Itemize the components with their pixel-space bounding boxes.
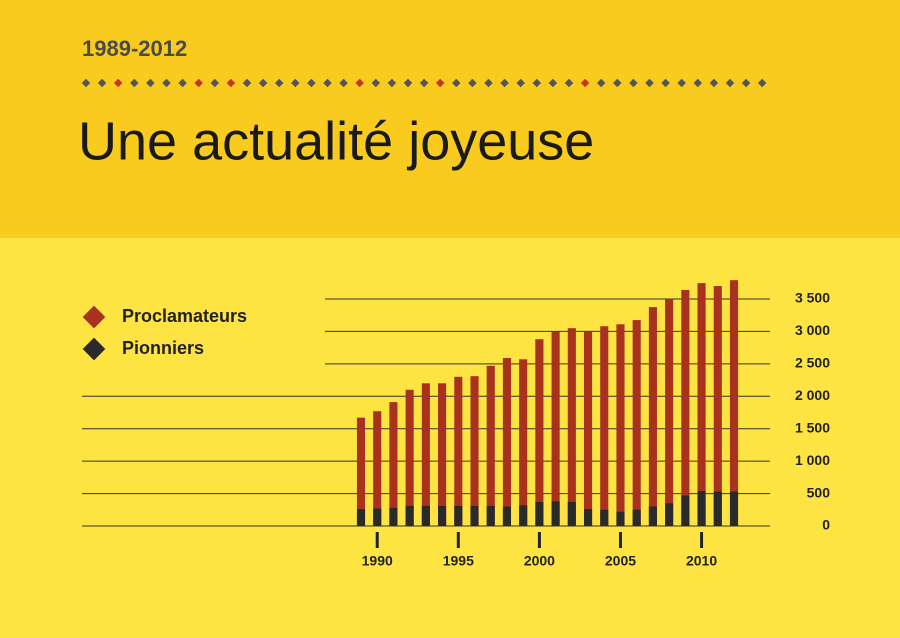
bar [681, 495, 690, 526]
diamond [435, 78, 445, 88]
bar [502, 358, 512, 526]
x-tick-label: 2005 [605, 553, 636, 569]
header-band [0, 0, 900, 238]
x-tick-label: 1990 [362, 553, 393, 569]
y-tick-label: 2 000 [795, 387, 830, 403]
legend-swatch [82, 305, 106, 329]
diamond [307, 78, 316, 88]
bar [729, 280, 739, 526]
diamond [339, 78, 348, 88]
diamond [81, 78, 91, 88]
bar [438, 505, 447, 526]
bar [373, 508, 382, 526]
bar [583, 509, 593, 526]
diamond [484, 78, 493, 88]
y-tick-label: 2 500 [795, 355, 830, 371]
bar [454, 505, 463, 526]
diamond [162, 78, 171, 88]
y-tick-label: 1 500 [795, 419, 830, 435]
diamond [274, 78, 284, 88]
bar [438, 383, 447, 526]
bar [600, 509, 609, 526]
diamond [130, 78, 139, 88]
diamond [500, 78, 509, 88]
diamond [403, 78, 413, 88]
y-tick-label: 3 000 [795, 322, 830, 338]
diamond [258, 78, 268, 88]
bar [681, 289, 690, 526]
bar [356, 417, 366, 526]
diamond [387, 78, 397, 88]
diamond [113, 78, 123, 88]
bar [470, 505, 479, 526]
bar [551, 331, 560, 526]
y-tick-label: 1 000 [795, 452, 830, 468]
chart-title: Une actualité joyeuse [78, 111, 594, 171]
bar [389, 507, 398, 526]
bar [389, 402, 398, 526]
bar [519, 505, 528, 526]
diamond [291, 78, 300, 88]
legend-label: Pionniers [122, 338, 204, 358]
bar [648, 307, 657, 526]
bar [713, 491, 722, 526]
bar [616, 324, 625, 526]
diamond [355, 78, 364, 88]
bar [454, 376, 463, 526]
bar [356, 509, 366, 526]
diamond [178, 78, 187, 88]
bar [632, 320, 641, 526]
legend-label: Proclamateurs [122, 306, 247, 326]
x-tick-label: 2000 [524, 553, 555, 569]
diamond [323, 78, 332, 88]
bar [421, 383, 430, 526]
x-tick-label: 1995 [443, 553, 474, 569]
diamond [97, 78, 107, 88]
diamond [242, 78, 252, 88]
bar [535, 339, 544, 526]
bar [632, 509, 641, 526]
bar [373, 411, 382, 526]
bar [519, 359, 528, 526]
bar [486, 505, 495, 526]
x-tick-label: 2010 [686, 553, 717, 569]
bar [697, 283, 706, 526]
diamond [371, 78, 381, 88]
diamond [146, 78, 155, 88]
diamond [419, 78, 429, 88]
bar [486, 365, 495, 526]
bar [665, 299, 674, 526]
diamond [194, 78, 203, 88]
bar [421, 505, 430, 526]
bar [665, 503, 674, 526]
bar [600, 326, 609, 526]
bar [567, 502, 576, 526]
diamond [210, 78, 220, 88]
y-tick-label: 3 500 [795, 290, 830, 306]
bar [567, 328, 576, 526]
bar [648, 506, 657, 526]
bar [405, 389, 414, 526]
diamond [226, 78, 236, 88]
y-tick-label: 500 [807, 484, 831, 500]
bar [502, 506, 512, 526]
bar [713, 286, 722, 526]
bar [470, 376, 479, 526]
legend-swatch [82, 337, 106, 361]
bar [616, 511, 625, 526]
subtitle: 1989-2012 [82, 36, 187, 61]
diamond [452, 78, 461, 88]
bar [583, 331, 593, 526]
bar [535, 502, 544, 526]
diamond [468, 78, 477, 88]
bar [697, 490, 706, 526]
bar [729, 491, 739, 526]
bar [551, 501, 560, 526]
y-tick-label: 0 [822, 517, 830, 533]
bar [405, 505, 414, 526]
